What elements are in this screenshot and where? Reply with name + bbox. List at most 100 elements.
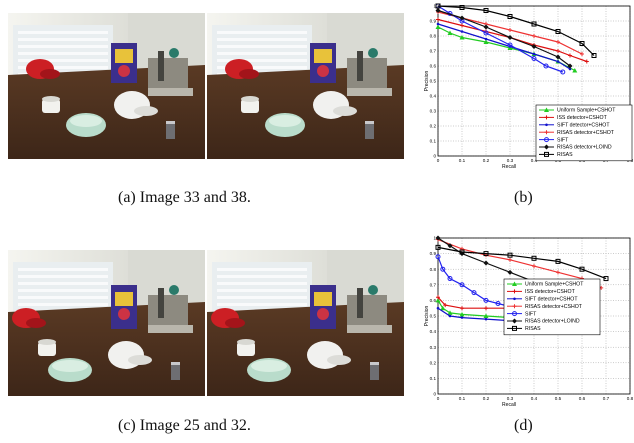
y-tick-label: 0 bbox=[433, 392, 436, 397]
data-point bbox=[484, 37, 488, 41]
photo-image-33 bbox=[8, 13, 205, 159]
plot-frame bbox=[437, 237, 631, 395]
data-point bbox=[483, 251, 489, 257]
data-point bbox=[555, 54, 561, 60]
data-point bbox=[447, 30, 453, 35]
data-point bbox=[447, 310, 453, 315]
data-point bbox=[443, 303, 448, 308]
x-tick-label: 0.6 bbox=[579, 396, 586, 401]
legend-label: SIFT bbox=[525, 311, 537, 317]
data-point bbox=[460, 306, 464, 311]
legend-label: RISAS bbox=[525, 326, 541, 332]
data-point bbox=[508, 257, 512, 262]
data-point bbox=[531, 255, 537, 261]
y-tick-label: 0.7 bbox=[430, 282, 437, 287]
legend-item: ISS detector+CSHOT bbox=[539, 115, 608, 121]
y-tick-label: 1 bbox=[433, 4, 436, 9]
data-point bbox=[483, 8, 489, 13]
legend-item: ISS detector+CSHOT bbox=[507, 289, 576, 295]
data-point bbox=[483, 24, 489, 30]
legend-marker bbox=[512, 304, 517, 309]
x-tick-label: 0.1 bbox=[459, 158, 466, 163]
data-point bbox=[436, 306, 440, 310]
legend-marker bbox=[544, 107, 549, 112]
data-point bbox=[483, 297, 489, 303]
legend-label: SIFT bbox=[557, 137, 569, 143]
data-point bbox=[435, 3, 441, 9]
data-point bbox=[436, 17, 440, 22]
data-point bbox=[447, 276, 453, 282]
y-tick-label: 0.1 bbox=[430, 376, 437, 381]
x-tick-label: 0.3 bbox=[507, 396, 514, 401]
data-point bbox=[483, 260, 489, 266]
legend-marker bbox=[512, 289, 517, 294]
x-tick-label: 0.2 bbox=[483, 158, 490, 163]
legend-label: RISAS detector+LOIND bbox=[525, 319, 580, 325]
data-point bbox=[584, 59, 589, 64]
legend-marker bbox=[512, 281, 517, 286]
legend-label: RISAS detector+CSHOT bbox=[557, 130, 615, 136]
series-iss-detector-cshot bbox=[436, 17, 589, 64]
legend-marker bbox=[513, 297, 516, 301]
legend-marker bbox=[512, 318, 517, 324]
data-point bbox=[440, 266, 446, 272]
legend-label: RISAS detector+LOIND bbox=[557, 145, 612, 151]
data-point bbox=[507, 35, 513, 40]
legend-marker bbox=[544, 144, 549, 150]
data-point bbox=[580, 52, 584, 56]
y-tick-label: 0.8 bbox=[430, 34, 437, 39]
data-point bbox=[531, 44, 537, 49]
y-tick-label: 0.6 bbox=[430, 64, 437, 69]
caption-c: (c) Image 25 and 32. bbox=[118, 417, 251, 434]
x-tick-label: 0 bbox=[437, 158, 440, 163]
data-point bbox=[555, 29, 561, 34]
legend-marker bbox=[545, 123, 548, 127]
data-point bbox=[484, 317, 488, 321]
data-point bbox=[532, 34, 536, 38]
data-point bbox=[460, 316, 464, 319]
series-risas bbox=[435, 3, 597, 58]
data-point bbox=[435, 8, 441, 13]
y-axis-label: Precision bbox=[424, 71, 430, 92]
data-point bbox=[507, 14, 513, 19]
data-point bbox=[435, 235, 441, 241]
data-point bbox=[568, 67, 572, 71]
caption-b: (b) bbox=[514, 189, 533, 206]
data-point bbox=[483, 313, 489, 318]
data-point bbox=[459, 5, 465, 10]
legend-item: RISAS detector+LOIND bbox=[539, 144, 612, 151]
y-tick-label: 0.1 bbox=[430, 139, 437, 144]
plot-frame bbox=[437, 5, 631, 157]
x-tick-label: 0.7 bbox=[603, 396, 610, 401]
data-point bbox=[567, 63, 573, 69]
y-tick-label: 0.4 bbox=[430, 329, 437, 334]
x-tick-label: 0.4 bbox=[531, 396, 538, 401]
data-point bbox=[436, 22, 440, 26]
data-point bbox=[435, 244, 441, 250]
data-point bbox=[459, 282, 465, 288]
data-point bbox=[484, 306, 488, 311]
chart-d: 0 0.1 0.2 0.3 0.4 0.5 0.6 0.7 0.8 0 0.1 0.2 0.3 0.4 0.… bbox=[424, 235, 634, 408]
data-point bbox=[556, 40, 560, 44]
y-tick-label: 0 bbox=[433, 154, 436, 159]
data-point bbox=[436, 295, 440, 300]
series-line bbox=[437, 5, 595, 56]
legend-marker bbox=[544, 115, 549, 120]
series-risas bbox=[435, 244, 609, 282]
data-point bbox=[471, 290, 477, 296]
legend-marker bbox=[544, 151, 549, 157]
data-point bbox=[448, 314, 452, 318]
x-tick-label: 0.1 bbox=[459, 396, 466, 401]
data-point bbox=[507, 42, 513, 48]
y-tick-label: 0.8 bbox=[430, 267, 437, 272]
data-point bbox=[459, 311, 465, 317]
data-point bbox=[531, 21, 537, 27]
photo-image-25 bbox=[8, 250, 205, 396]
series-line bbox=[437, 26, 576, 72]
legend-marker bbox=[512, 325, 517, 331]
legend-item: SIFT bbox=[539, 137, 569, 143]
legend-label: SIFT detector+CSHOT bbox=[525, 297, 578, 303]
data-point bbox=[507, 252, 513, 258]
data-point bbox=[459, 15, 465, 21]
